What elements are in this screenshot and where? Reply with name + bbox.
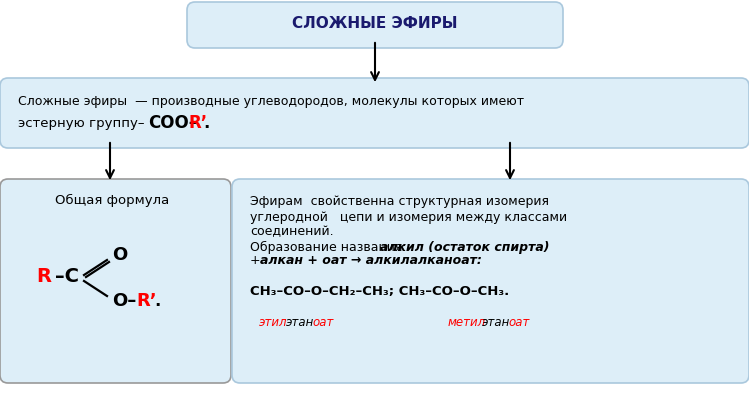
- Text: COO–: COO–: [148, 114, 197, 132]
- Text: эстерную группу–: эстерную группу–: [18, 117, 145, 130]
- Text: Сложные эфиры  — производные углеводородов, молекулы которых имеют: Сложные эфиры — производные углеводородо…: [18, 96, 524, 109]
- Text: этан: этан: [286, 316, 315, 329]
- Text: –C: –C: [55, 267, 79, 286]
- FancyBboxPatch shape: [0, 78, 749, 148]
- Text: .: .: [154, 292, 160, 310]
- FancyBboxPatch shape: [0, 179, 231, 383]
- Text: этил: этил: [259, 316, 288, 329]
- Text: R: R: [37, 267, 52, 286]
- Text: СЛОЖНЫЕ ЭФИРЫ: СЛОЖНЫЕ ЭФИРЫ: [292, 17, 458, 32]
- Text: алкан + оат → алкилалканоат:: алкан + оат → алкилалканоат:: [260, 254, 482, 267]
- Text: CH₃–CO–O–CH₂–CH₃; CH₃–CO–O–CH₃.: CH₃–CO–O–CH₂–CH₃; CH₃–CO–O–CH₃.: [250, 284, 509, 297]
- Text: Эфирам  свойственна структурная изомерия: Эфирам свойственна структурная изомерия: [250, 196, 549, 209]
- Text: O: O: [112, 246, 127, 264]
- Text: этан: этан: [482, 316, 510, 329]
- Text: оат: оат: [312, 316, 333, 329]
- Text: Образование названия:: Образование названия:: [250, 241, 410, 254]
- Text: алкил (остаток спирта): алкил (остаток спирта): [380, 241, 550, 254]
- Text: метил: метил: [448, 316, 486, 329]
- FancyBboxPatch shape: [187, 2, 563, 48]
- Text: Общая формула: Общая формула: [55, 194, 169, 207]
- FancyBboxPatch shape: [232, 179, 749, 383]
- Text: R’: R’: [136, 292, 157, 310]
- Text: углеродной   цепи и изомерия между классами: углеродной цепи и изомерия между классам…: [250, 211, 567, 224]
- Text: оат: оат: [508, 316, 530, 329]
- Text: R’: R’: [188, 114, 207, 132]
- Text: +: +: [250, 254, 264, 267]
- Text: .: .: [203, 114, 210, 132]
- Text: O–: O–: [112, 292, 136, 310]
- Text: соединений.: соединений.: [250, 226, 333, 239]
